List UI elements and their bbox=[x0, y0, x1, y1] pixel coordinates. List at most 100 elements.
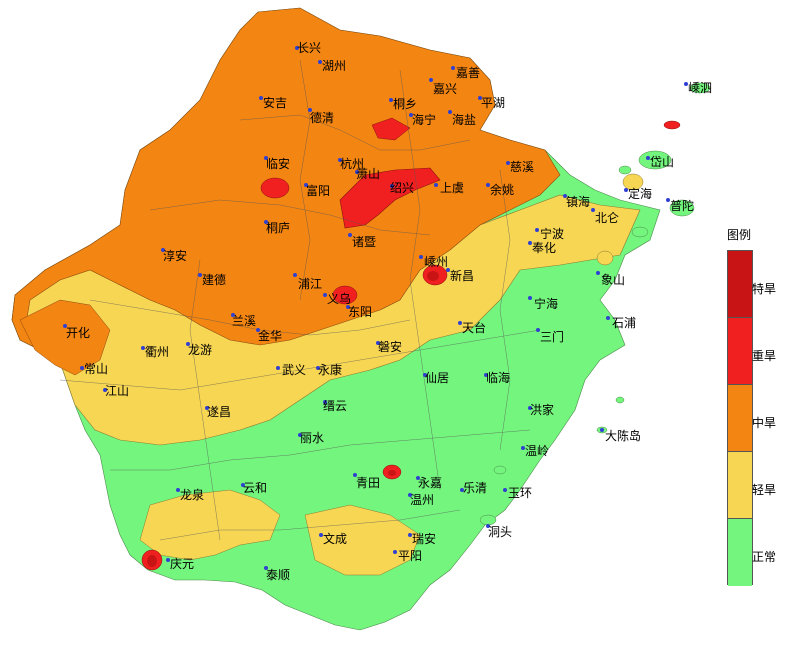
city-wenling: 温岭 bbox=[521, 444, 549, 458]
region-extreme-drought-shengzhou bbox=[427, 271, 439, 281]
svg-text:遂昌: 遂昌 bbox=[207, 405, 231, 419]
svg-text:江山: 江山 bbox=[105, 384, 129, 398]
svg-text:武义: 武义 bbox=[282, 363, 306, 377]
city-yueqing: 乐清 bbox=[460, 481, 487, 495]
city-yongjia: 永嘉 bbox=[416, 476, 442, 490]
svg-text:新昌: 新昌 bbox=[450, 268, 474, 283]
legend-box bbox=[727, 250, 753, 586]
svg-text:杭州: 杭州 bbox=[340, 156, 364, 171]
city-sanmen: 三门 bbox=[536, 328, 564, 344]
city-labels: 长兴 湖州 嘉善 嘉兴 平湖 安吉 德清 桐乡 海宁 海盐 嵊泗 临安 杭州 萧… bbox=[63, 41, 712, 582]
svg-text:临安: 临安 bbox=[266, 156, 290, 171]
city-tonglu: 桐庐 bbox=[264, 220, 290, 235]
city-jinhua: 金华 bbox=[256, 328, 282, 343]
city-quzhou: 衢州 bbox=[141, 345, 169, 359]
city-lanxi: 兰溪 bbox=[231, 313, 256, 328]
city-longquan: 龙泉 bbox=[176, 488, 204, 502]
city-zhenhai: 镇海 bbox=[563, 194, 590, 209]
city-pujiang: 浦江 bbox=[293, 273, 322, 291]
city-jiaxing: 嘉兴 bbox=[429, 78, 457, 96]
city-dongyang: 东阳 bbox=[346, 305, 372, 319]
city-hongjia: 洪家 bbox=[528, 402, 554, 417]
city-changxing: 长兴 bbox=[295, 41, 321, 55]
city-fuyang: 富阳 bbox=[304, 183, 330, 198]
svg-text:衢州: 衢州 bbox=[145, 345, 169, 359]
county-boundaries bbox=[59, 59, 541, 541]
city-deqing: 德清 bbox=[308, 108, 334, 125]
region-severe-drought-north bbox=[371, 117, 411, 141]
city-dongtou: 洞头 bbox=[486, 524, 512, 539]
legend-label-normal: 正常 bbox=[752, 550, 777, 564]
city-changshan: 常山 bbox=[80, 362, 108, 376]
city-shengsi: 嵊泗 bbox=[684, 81, 712, 95]
city-ninghai: 宁海 bbox=[528, 296, 558, 311]
svg-text:定海: 定海 bbox=[628, 186, 652, 201]
svg-text:萧山: 萧山 bbox=[356, 167, 380, 181]
svg-text:奉化: 奉化 bbox=[532, 241, 556, 255]
region-severe-drought-daishan bbox=[663, 120, 681, 130]
city-ruian: 瑞安 bbox=[408, 531, 436, 546]
svg-text:普陀: 普陀 bbox=[670, 198, 694, 213]
svg-text:桐乡: 桐乡 bbox=[393, 97, 417, 111]
svg-text:岱山: 岱山 bbox=[650, 155, 674, 169]
city-dinghai: 定海 bbox=[624, 186, 652, 201]
islands bbox=[479, 82, 711, 526]
city-chunan: 淳安 bbox=[161, 248, 187, 263]
svg-text:海宁: 海宁 bbox=[412, 112, 436, 127]
city-anji: 安吉 bbox=[259, 95, 287, 110]
city-cixi: 慈溪 bbox=[506, 159, 534, 174]
svg-text:大陈岛: 大陈岛 bbox=[605, 428, 641, 443]
svg-text:仙居: 仙居 bbox=[425, 371, 449, 385]
svg-text:开化: 开化 bbox=[66, 326, 90, 340]
region-moderate-drought bbox=[11, 7, 561, 351]
city-linhai: 临海 bbox=[484, 370, 510, 385]
svg-text:东阳: 东阳 bbox=[348, 305, 372, 319]
svg-text:乐清: 乐清 bbox=[463, 481, 487, 495]
svg-text:建德: 建德 bbox=[202, 272, 226, 287]
city-qingtian: 青田 bbox=[353, 473, 380, 490]
svg-text:平湖: 平湖 bbox=[481, 95, 505, 110]
svg-text:临海: 临海 bbox=[486, 370, 510, 385]
legend-label-light: 轻旱 bbox=[752, 483, 777, 497]
svg-text:安吉: 安吉 bbox=[263, 95, 287, 110]
svg-text:慈溪: 慈溪 bbox=[510, 159, 534, 174]
svg-text:湖州: 湖州 bbox=[322, 58, 346, 73]
city-wuyi: 武义 bbox=[276, 363, 306, 377]
svg-text:洞头: 洞头 bbox=[488, 525, 512, 539]
city-shipu: 石浦 bbox=[606, 316, 636, 330]
city-xiaoshan: 萧山 bbox=[355, 167, 380, 181]
region-severe-drought-central bbox=[339, 167, 441, 229]
city-dachendao: 大陈岛 bbox=[600, 428, 641, 443]
city-huzhou: 湖州 bbox=[318, 58, 346, 73]
svg-text:三门: 三门 bbox=[540, 329, 564, 344]
city-haiyan: 海盐 bbox=[448, 110, 476, 127]
city-haining: 海宁 bbox=[409, 112, 436, 127]
legend-swatch-light bbox=[728, 452, 752, 519]
legend-title: 图例 bbox=[727, 228, 752, 242]
city-tongxiang: 桐乡 bbox=[389, 97, 417, 111]
svg-text:嘉善: 嘉善 bbox=[456, 65, 480, 80]
city-fenghua: 奉化 bbox=[528, 241, 556, 255]
svg-text:庆元: 庆元 bbox=[170, 557, 194, 571]
svg-text:德清: 德清 bbox=[310, 110, 334, 125]
svg-text:龙泉: 龙泉 bbox=[180, 488, 204, 502]
city-jiashan: 嘉善 bbox=[451, 65, 480, 80]
city-tiantai: 天台 bbox=[458, 320, 486, 335]
city-linan: 临安 bbox=[264, 156, 290, 171]
region-moderate-drought-west bbox=[19, 299, 111, 376]
city-putuo: 普陀 bbox=[666, 198, 694, 213]
region-light-drought-southeast bbox=[304, 504, 421, 576]
city-pingyang: 平阳 bbox=[393, 549, 422, 563]
region-extreme-drought-qingyuan bbox=[147, 555, 157, 567]
svg-text:长兴: 长兴 bbox=[297, 41, 321, 55]
svg-text:永康: 永康 bbox=[318, 362, 342, 377]
city-jiangshan: 江山 bbox=[103, 384, 129, 398]
region-severe-drought-linan bbox=[260, 177, 290, 199]
city-xiangshan: 象山 bbox=[596, 271, 625, 287]
svg-text:镇海: 镇海 bbox=[566, 194, 590, 209]
svg-text:青田: 青田 bbox=[356, 476, 380, 490]
svg-text:义乌: 义乌 bbox=[327, 291, 351, 306]
svg-text:宁海: 宁海 bbox=[534, 296, 558, 311]
svg-text:余姚: 余姚 bbox=[490, 182, 514, 197]
svg-text:玉环: 玉环 bbox=[508, 486, 532, 500]
